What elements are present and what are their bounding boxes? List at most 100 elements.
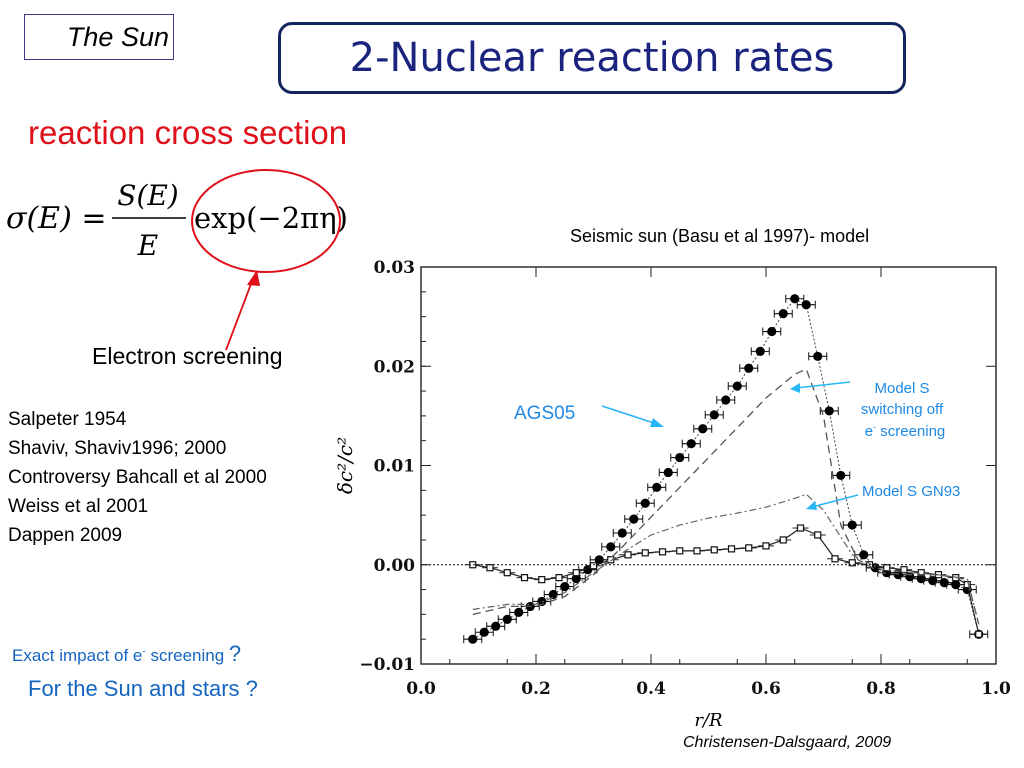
y-tick-label: 0.00 — [374, 556, 416, 576]
data-point-square — [658, 548, 667, 556]
x-tick-label: 0.6 — [751, 679, 781, 699]
switch-arrow — [795, 381, 851, 389]
data-point-circle — [790, 294, 800, 304]
data-point-square — [572, 569, 580, 577]
data-point-circle — [663, 467, 673, 478]
data-point-circle — [606, 542, 616, 552]
question-1-sup: - — [142, 646, 146, 658]
ags05-label: AGS05 — [514, 403, 575, 424]
data-point-square — [538, 576, 546, 584]
data-point-square — [745, 544, 753, 552]
x-tick-label: 0.8 — [866, 679, 896, 699]
data-point-circle — [686, 439, 696, 449]
data-point-square — [762, 542, 770, 550]
data-point-circle — [744, 363, 754, 373]
question-sun-stars: For the Sun and stars ? — [28, 676, 258, 701]
reference-item: Salpeter 1954 — [8, 409, 127, 430]
series-dotted-line — [472, 298, 980, 640]
series-dashed-line — [472, 368, 980, 625]
x-axis-label: r/R — [694, 710, 722, 731]
switch-arrow-head — [790, 383, 800, 393]
gn93-arrow-head — [806, 501, 817, 510]
data-point-square — [710, 546, 718, 554]
screening-arrow-line — [225, 275, 255, 351]
data-point-circle — [732, 381, 742, 391]
data-point-circle — [939, 578, 949, 588]
y-tick-label: 0.02 — [374, 357, 415, 377]
data-point-circle — [629, 514, 639, 524]
data-point-circle — [951, 580, 961, 590]
gn93-arrow — [811, 494, 859, 508]
data-point-square — [848, 559, 856, 567]
reference-item: Shaviv, Shaviv1996; 2000 — [8, 438, 227, 459]
data-point-circle — [836, 470, 846, 481]
data-point-circle — [560, 581, 570, 592]
model-s-gn93-label: Model S GN93 — [862, 483, 960, 500]
y-axis-label: δc²/c² — [333, 437, 357, 494]
data-point-square — [607, 556, 615, 564]
ags05-arrow-head — [650, 418, 664, 427]
data-point-circle — [468, 634, 478, 644]
y-tick-label: −0.01 — [359, 655, 415, 675]
model-s-switch-label-3b: screening — [876, 423, 945, 440]
data-point-circle — [721, 395, 731, 405]
reference-item: Weiss et al 2001 — [8, 496, 149, 517]
data-point-square — [693, 547, 701, 555]
data-point-circle — [824, 406, 834, 416]
data-point-circle — [767, 326, 777, 337]
data-point-circle — [801, 300, 811, 310]
reference-list: Salpeter 1954 Shaviv, Shaviv1996; 2000 C… — [8, 405, 267, 550]
x-tick-label: 0.4 — [636, 679, 666, 699]
data-point-circle — [548, 589, 558, 600]
data-point-square — [503, 569, 511, 577]
x-tick-label: 0.0 — [406, 679, 436, 699]
data-point-circle — [491, 621, 501, 631]
data-point-square — [814, 531, 822, 539]
formula-numerator: S(E) — [117, 179, 178, 212]
data-point-square — [520, 574, 529, 582]
section-tag: The Sun — [24, 14, 174, 60]
series-line — [472, 527, 980, 635]
reference-item: Dappen 2009 — [8, 525, 123, 546]
data-point-square — [641, 549, 649, 557]
data-point-circle — [859, 550, 869, 560]
data-point-circle — [514, 607, 524, 617]
formula-lhs: σ(E) = — [6, 201, 106, 236]
cross-section-formula: σ(E) = S(E) E exp(−2πη) — [6, 179, 348, 262]
data-point-circle — [571, 574, 581, 584]
data-point-circle — [502, 614, 512, 624]
figure-credit: Christensen-Dalsgaard, 2009 — [683, 734, 892, 751]
data-point-square — [975, 630, 983, 638]
reference-item: Controversy Bahcall et al 2000 — [8, 467, 267, 488]
question-screening: Exact impact of e- screening ? — [12, 641, 241, 667]
data-point-square — [900, 566, 908, 574]
data-point-square — [555, 574, 563, 582]
data-point-circle — [755, 346, 765, 356]
annotation-layer: AGS05 Model S switching off e- screening… — [514, 380, 960, 510]
slide-title: 2-Nuclear reaction rates — [278, 22, 906, 94]
data-point-square — [589, 562, 598, 570]
x-tick-label: 1.0 — [981, 679, 1010, 699]
model-s-switch-label-3a: e — [865, 423, 873, 440]
x-tick-label: 0.2 — [521, 679, 551, 699]
plot-layer — [463, 294, 989, 644]
model-s-switch-label-1: Model S — [874, 380, 929, 397]
ags05-arrow — [601, 405, 661, 426]
series-dashdot-line — [472, 493, 980, 625]
sound-speed-chart: 0.0 0.2 0.4 0.6 0.8 1.0 −0.01 0.00 0.01 0.02 0.03 r… — [333, 258, 1010, 731]
data-point-square — [779, 536, 787, 544]
data-point-circle — [479, 627, 489, 637]
data-point-circle — [813, 351, 823, 361]
data-point-square — [727, 545, 736, 553]
y-tick-label: 0.01 — [374, 457, 415, 477]
data-point-circle — [778, 309, 788, 319]
screening-arrow-head — [247, 270, 260, 286]
data-point-square — [796, 524, 805, 532]
question-1-suffix: screening — [145, 646, 225, 665]
data-point-circle — [675, 452, 685, 463]
model-s-switch-label-2: switching off — [861, 401, 944, 418]
question-1-mark: ? — [228, 641, 242, 666]
model-s-switch-label-3-sup: - — [873, 422, 876, 432]
model-s-switch-label-3: e- screening — [865, 422, 946, 440]
data-point-square — [676, 547, 684, 555]
